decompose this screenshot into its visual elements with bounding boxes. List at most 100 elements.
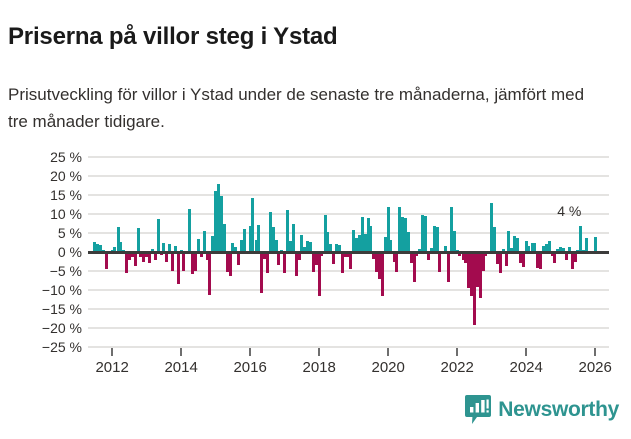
zero-baseline bbox=[88, 251, 609, 254]
bar bbox=[334, 244, 338, 252]
bar bbox=[582, 249, 586, 252]
bar bbox=[369, 226, 373, 252]
x-axis-tick bbox=[249, 348, 252, 356]
bar bbox=[406, 231, 410, 252]
bar bbox=[300, 234, 304, 252]
gridline bbox=[88, 175, 609, 177]
x-axis-tick bbox=[456, 348, 459, 356]
x-axis-tick-label: 2012 bbox=[95, 359, 129, 376]
bar bbox=[444, 245, 448, 252]
bar bbox=[386, 207, 390, 252]
bar bbox=[199, 252, 203, 258]
bar bbox=[277, 252, 281, 265]
bar bbox=[317, 252, 321, 296]
bar bbox=[472, 252, 476, 325]
bar bbox=[116, 226, 120, 252]
bar bbox=[257, 225, 261, 252]
newsworthy-logo: Newsworthy bbox=[465, 395, 619, 425]
bar bbox=[530, 242, 534, 252]
last-value-annotation: 4 % bbox=[557, 202, 582, 219]
bar bbox=[378, 252, 382, 279]
bar bbox=[366, 217, 370, 252]
bar bbox=[151, 248, 155, 252]
bar bbox=[363, 233, 367, 252]
bar bbox=[516, 238, 520, 252]
bar bbox=[383, 237, 387, 252]
bar bbox=[228, 252, 232, 276]
y-axis-tick-label: 5 % bbox=[57, 225, 82, 241]
page-title: Priserna på villor steg i Ystad bbox=[8, 23, 338, 51]
bar bbox=[527, 245, 531, 252]
bar bbox=[225, 252, 229, 272]
x-axis-tick-label: 2016 bbox=[233, 359, 267, 376]
bar bbox=[432, 226, 436, 252]
bar bbox=[392, 252, 396, 262]
bar bbox=[153, 252, 157, 260]
y-axis-tick-label: 20 % bbox=[50, 168, 82, 184]
bar bbox=[346, 252, 350, 258]
bar bbox=[297, 252, 301, 260]
bar bbox=[196, 239, 200, 252]
bar bbox=[156, 219, 160, 252]
bar bbox=[533, 242, 537, 252]
bar bbox=[211, 236, 215, 252]
bar bbox=[268, 212, 272, 252]
bar bbox=[496, 252, 500, 265]
bar bbox=[165, 252, 169, 262]
gridline bbox=[88, 308, 609, 310]
bar bbox=[176, 252, 180, 284]
bar bbox=[389, 240, 393, 252]
y-axis-tick-label: −25 % bbox=[41, 339, 82, 355]
gridline bbox=[88, 289, 609, 291]
bar bbox=[294, 252, 298, 276]
bar bbox=[464, 252, 468, 264]
y-axis-tick-label: −15 % bbox=[41, 301, 82, 317]
bar bbox=[536, 252, 540, 268]
bar bbox=[565, 252, 569, 260]
bar bbox=[380, 252, 384, 297]
bar bbox=[354, 238, 358, 252]
x-axis-tick-label: 2020 bbox=[371, 359, 405, 376]
bar bbox=[191, 252, 195, 274]
x-axis-tick bbox=[387, 348, 390, 356]
bar bbox=[579, 225, 583, 252]
bar bbox=[263, 252, 267, 259]
bar bbox=[326, 232, 330, 252]
x-axis-tick bbox=[594, 348, 597, 356]
bar bbox=[188, 209, 192, 252]
bar bbox=[573, 252, 577, 262]
page-subtitle: Prisutveckling för villor i Ystad under … bbox=[8, 85, 585, 131]
bar bbox=[162, 243, 166, 252]
bar bbox=[501, 249, 505, 252]
bar bbox=[507, 231, 511, 252]
bar bbox=[478, 252, 482, 298]
bar bbox=[274, 239, 278, 252]
bar bbox=[490, 202, 494, 252]
plot-area bbox=[88, 140, 609, 390]
bar bbox=[171, 252, 175, 271]
bar bbox=[438, 252, 442, 272]
newsworthy-wordmark: Newsworthy bbox=[498, 398, 619, 421]
bar bbox=[139, 252, 143, 257]
bar bbox=[254, 240, 258, 252]
bar bbox=[202, 231, 206, 252]
bar bbox=[332, 252, 336, 264]
bar bbox=[449, 207, 453, 252]
bar bbox=[283, 252, 287, 273]
bar bbox=[429, 247, 433, 252]
bar bbox=[561, 248, 565, 252]
bar bbox=[423, 215, 427, 252]
x-axis-tick-label: 2024 bbox=[509, 359, 543, 376]
bar bbox=[220, 196, 224, 252]
bar bbox=[147, 252, 151, 264]
gridline bbox=[88, 156, 609, 158]
chart-footer: Newsworthy bbox=[0, 391, 631, 439]
bar bbox=[585, 237, 589, 252]
bar bbox=[337, 244, 341, 252]
x-axis-tick-label: 2022 bbox=[440, 359, 474, 376]
bar bbox=[470, 252, 474, 296]
bar bbox=[352, 229, 356, 252]
gridline bbox=[88, 213, 609, 215]
bar bbox=[205, 252, 209, 260]
bar bbox=[96, 244, 100, 252]
